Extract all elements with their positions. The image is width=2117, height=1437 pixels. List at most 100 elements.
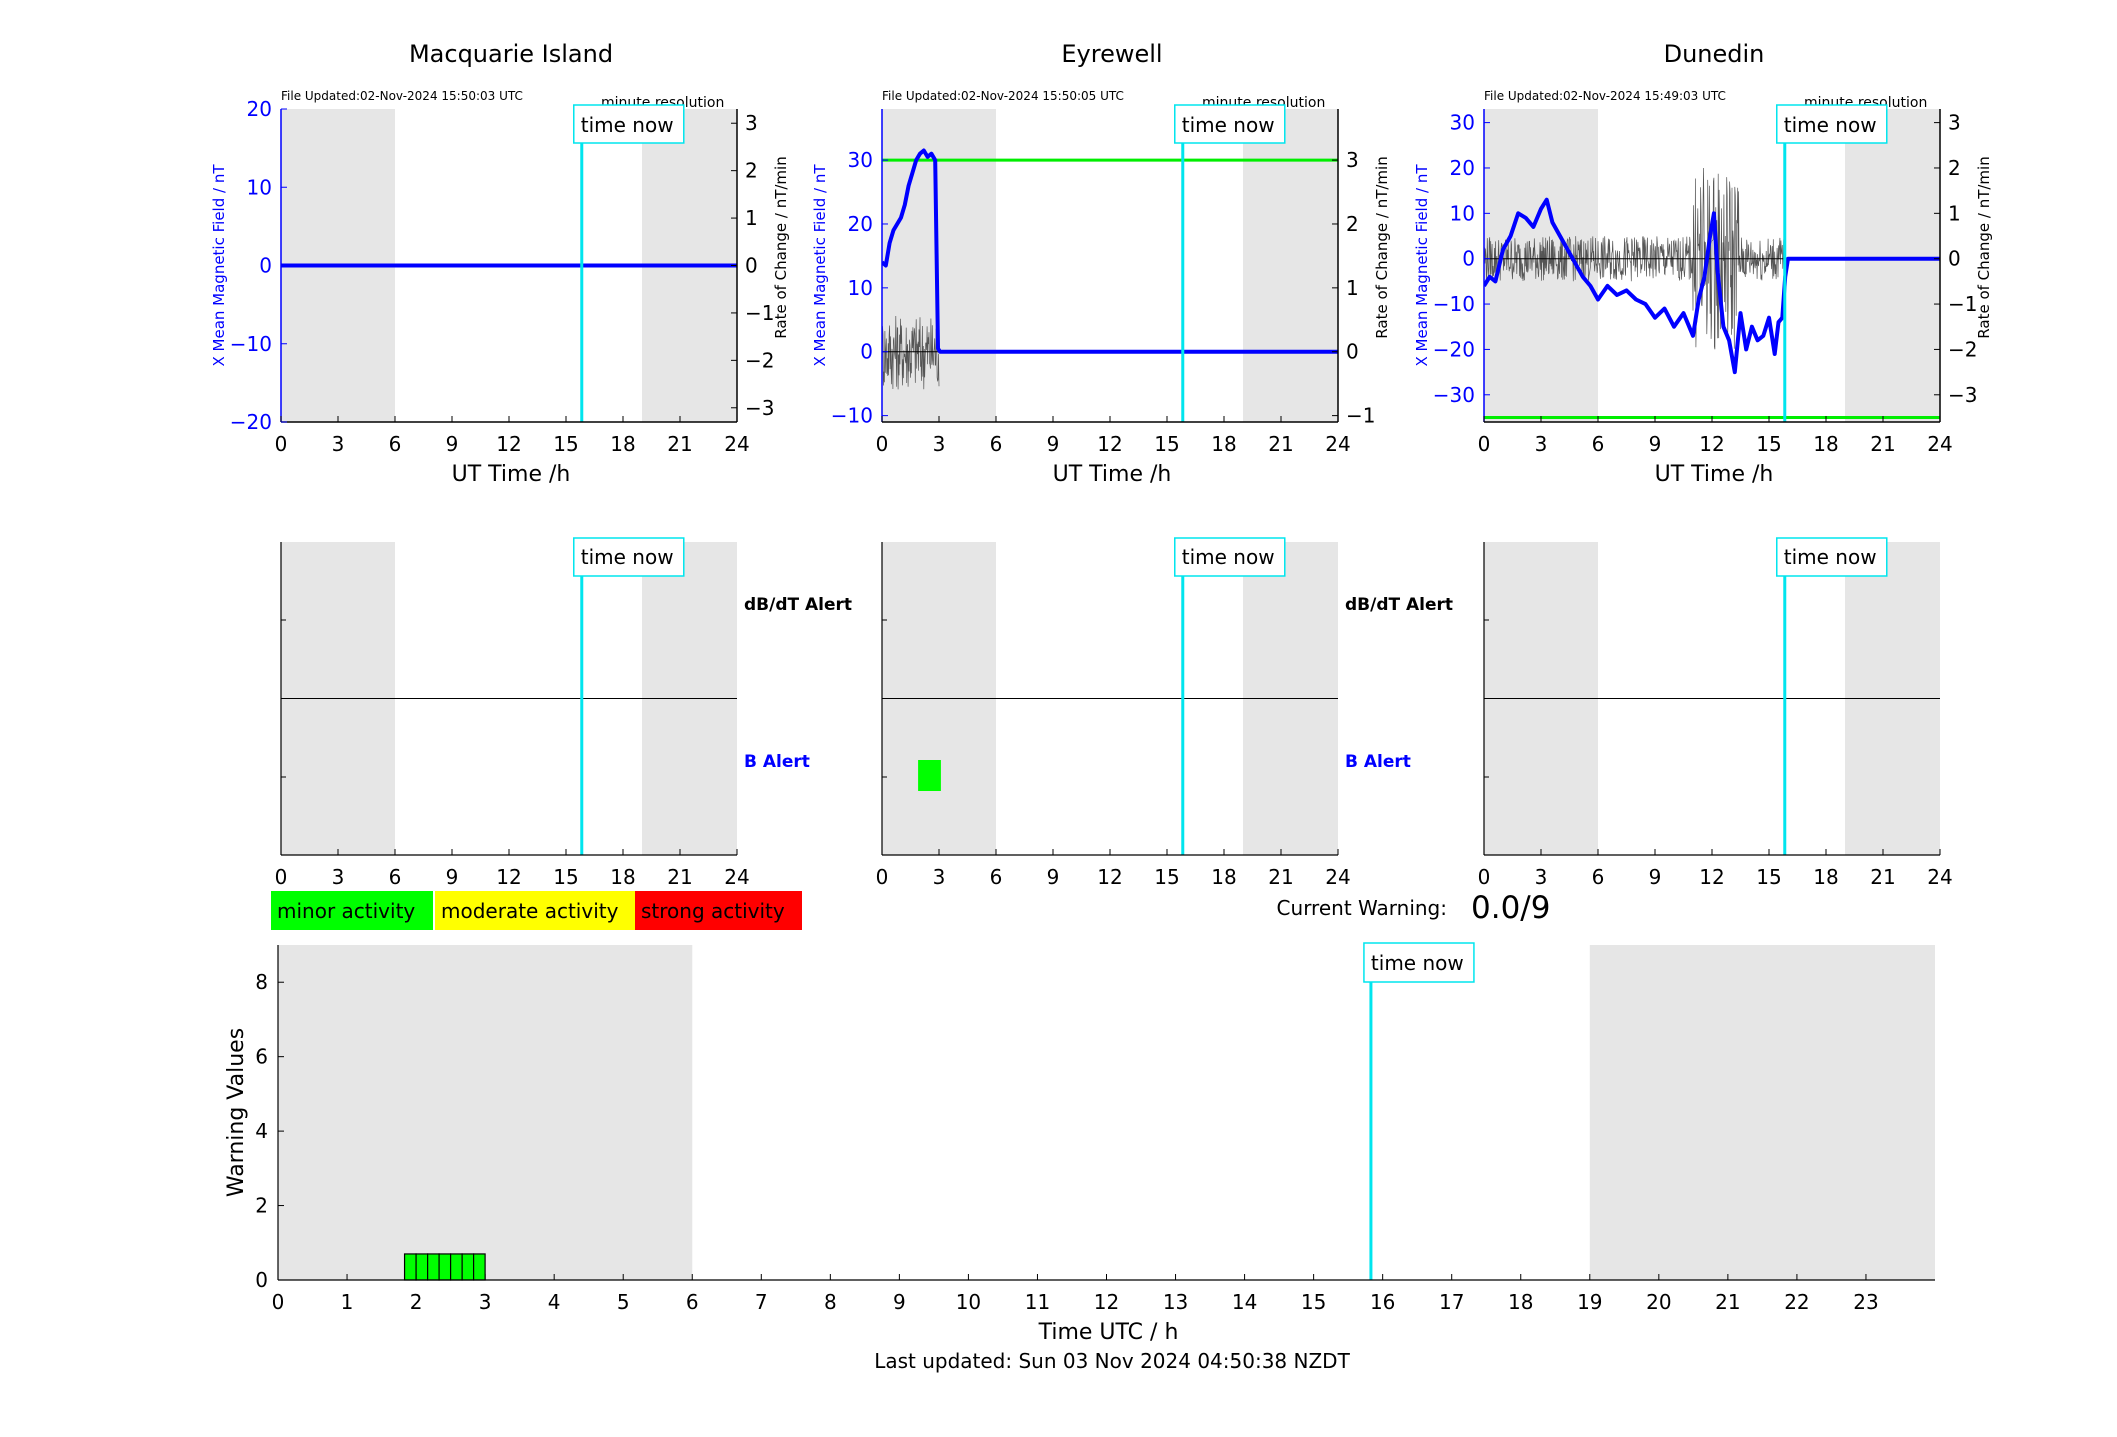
x-tick-label: 24 xyxy=(724,432,749,456)
y2-axis-label: Rate of Change / nT/min xyxy=(1373,156,1391,338)
x-axis-label: UT Time /h xyxy=(1053,462,1172,487)
y2-tick-label: −1 xyxy=(745,301,774,325)
activity-legend: minor activity moderate activity strong ac… xyxy=(271,891,802,930)
b-alert-label: B Alert xyxy=(1345,752,1411,772)
x-tick-label: 0 xyxy=(1478,865,1491,889)
x-tick-label: 21 xyxy=(1268,432,1293,456)
y-tick-label: 4 xyxy=(255,1119,268,1143)
y-tick-label: −20 xyxy=(230,410,272,434)
x-tick-label: 21 xyxy=(667,865,692,889)
current-warning-label: Current Warning: xyxy=(1277,896,1447,920)
x-tick-label: 16 xyxy=(1370,1290,1395,1314)
y-tick-label: 20 xyxy=(848,212,873,236)
y-tick-label: −10 xyxy=(1433,292,1475,316)
x-tick-label: 11 xyxy=(1025,1290,1050,1314)
x-tick-label: 2 xyxy=(410,1290,423,1314)
alert-panel-macquarie-island: time now 0 3 6 9 12 15 18 21 24 dB/dT Alert B Alert xyxy=(275,537,852,889)
x-tick-label: 18 xyxy=(1813,432,1838,456)
x-tick-label: 15 xyxy=(1301,1290,1326,1314)
y-tick-label: 0 xyxy=(255,1268,268,1292)
x-tick-label: 15 xyxy=(553,432,578,456)
x-tick-label: 0 xyxy=(272,1290,285,1314)
x-tick-label: 21 xyxy=(1870,432,1895,456)
y2-tick-label: 0 xyxy=(745,254,758,278)
b-alert-label: B Alert xyxy=(744,752,810,772)
y-tick-label: 30 xyxy=(1450,111,1475,135)
legend-swatch-moderate xyxy=(435,891,635,930)
dbdt-alert-label: dB/dT Alert xyxy=(1345,595,1453,615)
legend-label-moderate: moderate activity xyxy=(441,899,619,923)
time-now-label: time now xyxy=(581,545,674,569)
x-tick-label: 3 xyxy=(933,865,946,889)
x-tick-label: 24 xyxy=(1325,432,1350,456)
y2-tick-label: 1 xyxy=(745,206,758,230)
x-tick-label: 12 xyxy=(496,865,521,889)
x-tick-label: 0 xyxy=(876,865,889,889)
x-tick-label: 24 xyxy=(724,865,749,889)
y2-axis-label: Rate of Change / nT/min xyxy=(1975,156,1993,338)
x-tick-label: 9 xyxy=(893,1290,906,1314)
x-tick-label: 12 xyxy=(1097,432,1122,456)
x-tick-label: 18 xyxy=(1211,432,1236,456)
x-tick-label: 23 xyxy=(1853,1290,1878,1314)
y-axis-label: X Mean Magnetic Field / nT xyxy=(1413,164,1431,367)
x-tick-label: 15 xyxy=(1154,432,1179,456)
legend-label-minor: minor activity xyxy=(277,899,415,923)
x-tick-label: 9 xyxy=(1649,865,1662,889)
x-tick-label: 9 xyxy=(1649,432,1662,456)
x-tick-label: 10 xyxy=(956,1290,981,1314)
x-tick-label: 24 xyxy=(1927,432,1952,456)
x-tick-label: 1 xyxy=(341,1290,354,1314)
x-tick-label: 0 xyxy=(275,865,288,889)
rate-of-change-trace xyxy=(1484,167,1786,350)
x-tick-label: 22 xyxy=(1784,1290,1809,1314)
y2-tick-label: 2 xyxy=(1346,212,1359,236)
x-tick-label: 3 xyxy=(1535,432,1548,456)
time-now-box xyxy=(1776,104,1888,144)
x-tick-label: 18 xyxy=(1813,865,1838,889)
x-tick-label: 3 xyxy=(332,432,345,456)
y2-tick-label: 2 xyxy=(1948,156,1961,180)
warning-bar xyxy=(403,1253,417,1281)
night-shading xyxy=(1845,109,1940,422)
warning-bar xyxy=(472,1253,486,1281)
y2-tick-label: −3 xyxy=(745,396,774,420)
y2-tick-label: 0 xyxy=(1948,247,1961,271)
x-tick-label: 15 xyxy=(1756,865,1781,889)
y2-tick-label: 1 xyxy=(1346,276,1359,300)
x-tick-label: 24 xyxy=(1927,865,1952,889)
warning-bar xyxy=(450,1253,463,1281)
y-tick-label: 10 xyxy=(1450,201,1475,225)
y-tick-label: 20 xyxy=(247,97,272,121)
time-now-label: time now xyxy=(1784,545,1877,569)
dbdt-alert-label: dB/dT Alert xyxy=(744,595,852,615)
station-title: Macquarie Island xyxy=(409,40,613,68)
y-tick-label: 30 xyxy=(848,148,873,172)
alert-panel-eyrewell: time now 0 3 6 9 12 15 18 21 24 dB/dT Alert B Alert xyxy=(876,537,1453,889)
y2-tick-label: −3 xyxy=(1948,383,1977,407)
warning-bar xyxy=(438,1253,452,1281)
y2-tick-label: 3 xyxy=(745,111,758,135)
x-tick-label: 0 xyxy=(275,432,288,456)
x-tick-label: 15 xyxy=(1756,432,1781,456)
x-axis-label: UT Time /h xyxy=(452,462,571,487)
rate-of-change-trace xyxy=(882,315,940,390)
x-tick-label: 14 xyxy=(1232,1290,1257,1314)
x-axis-label: UT Time /h xyxy=(1655,462,1774,487)
y-tick-label: −10 xyxy=(230,332,272,356)
x-tick-label: 12 xyxy=(1699,432,1724,456)
time-now-label: time now xyxy=(1371,951,1464,975)
y2-tick-label: −2 xyxy=(1948,337,1977,361)
x-tick-label: 6 xyxy=(1592,865,1605,889)
x-tick-label: 12 xyxy=(1097,865,1122,889)
x-tick-label: 6 xyxy=(990,432,1003,456)
file-updated: File Updated:02-Nov-2024 15:49:03 UTC xyxy=(1484,89,1726,103)
x-tick-label: 8 xyxy=(824,1290,837,1314)
x-tick-label: 24 xyxy=(1325,865,1350,889)
x-tick-label: 18 xyxy=(610,432,635,456)
x-tick-label: 18 xyxy=(1508,1290,1533,1314)
magnetometer-panels: Macquarie Island File Updated:02-Nov-2024… xyxy=(210,40,1993,487)
y2-tick-label: 2 xyxy=(745,159,758,183)
x-tick-label: 15 xyxy=(553,865,578,889)
